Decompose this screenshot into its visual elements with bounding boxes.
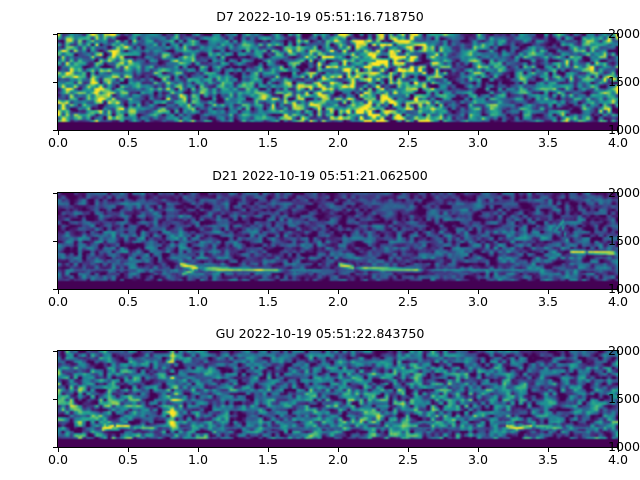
xtick-mark-2-gu	[198, 448, 199, 452]
panel-title-d21: D21 2022-10-19 05:51:21.062500	[212, 168, 428, 183]
ytick-label-1000-gu: 1000	[607, 439, 640, 454]
xtick-label-7-gu: 3.5	[537, 452, 559, 467]
ytick-mark-2000-d7	[53, 34, 57, 35]
spectrogram-panel-gu: GU 2022-10-19 05:51:22.843750 2000 1500 …	[0, 317, 640, 480]
xtick-mark-1-d7	[128, 131, 129, 135]
xtick-mark-4-d7	[338, 131, 339, 135]
xtick-mark-6-gu	[478, 448, 479, 452]
xtick-mark-0-d21	[58, 290, 59, 294]
ytick-label-1500-d7: 1500	[607, 74, 640, 89]
xtick-mark-4-d21	[338, 290, 339, 294]
panel-title-gu: GU 2022-10-19 05:51:22.843750	[215, 326, 425, 341]
xtick-mark-0-d7	[58, 131, 59, 135]
xtick-mark-7-gu	[548, 448, 549, 452]
xtick-label-2-d7: 1.0	[187, 135, 209, 150]
xtick-mark-7-d21	[548, 290, 549, 294]
xtick-label-0-d21: 0.0	[47, 294, 69, 309]
xtick-label-6-d7: 3.0	[467, 135, 489, 150]
xtick-label-8-d7: 4.0	[607, 135, 629, 150]
xtick-label-7-d21: 3.5	[537, 294, 559, 309]
xtick-mark-7-d7	[548, 131, 549, 135]
xtick-label-7-d7: 3.5	[537, 135, 559, 150]
xtick-label-5-d7: 2.5	[397, 135, 419, 150]
xtick-label-1-gu: 0.5	[117, 452, 139, 467]
axes-d7	[57, 33, 619, 131]
xtick-label-2-gu: 1.0	[187, 452, 209, 467]
panel-title-d7: D7 2022-10-19 05:51:16.718750	[216, 9, 424, 24]
xtick-mark-8-d21	[618, 290, 619, 294]
ytick-mark-1500-gu	[53, 399, 57, 400]
xtick-label-8-d21: 4.0	[607, 294, 629, 309]
spectrogram-panel-d7: D7 2022-10-19 05:51:16.718750 2000 1500 …	[0, 0, 640, 160]
xtick-mark-5-gu	[408, 448, 409, 452]
axes-d21	[57, 192, 619, 290]
xtick-label-5-d21: 2.5	[397, 294, 419, 309]
ytick-mark-1000-d21	[53, 289, 57, 290]
ytick-mark-1500-d21	[53, 241, 57, 242]
xtick-label-1-d7: 0.5	[117, 135, 139, 150]
xtick-mark-2-d21	[198, 290, 199, 294]
ytick-label-2000-gu: 2000	[607, 343, 640, 358]
xtick-mark-6-d21	[478, 290, 479, 294]
ytick-mark-2000-gu	[53, 351, 57, 352]
xtick-mark-6-d7	[478, 131, 479, 135]
ytick-mark-2000-d21	[53, 193, 57, 194]
xtick-mark-3-d7	[268, 131, 269, 135]
ytick-label-2000-d21: 2000	[607, 185, 640, 200]
xtick-label-6-d21: 3.0	[467, 294, 489, 309]
axes-gu	[57, 350, 619, 448]
ytick-label-1500-gu: 1500	[607, 391, 640, 406]
ytick-mark-1500-d7	[53, 82, 57, 83]
xtick-mark-5-d7	[408, 131, 409, 135]
xtick-mark-2-d7	[198, 131, 199, 135]
ytick-label-1000-d7: 1000	[607, 122, 640, 137]
xtick-label-1-d21: 0.5	[117, 294, 139, 309]
xtick-mark-0-gu	[58, 448, 59, 452]
xtick-label-6-gu: 3.0	[467, 452, 489, 467]
xtick-label-3-gu: 1.5	[257, 452, 279, 467]
xtick-mark-4-gu	[338, 448, 339, 452]
xtick-label-4-gu: 2.0	[327, 452, 349, 467]
ytick-mark-1000-gu	[53, 447, 57, 448]
xtick-mark-1-d21	[128, 290, 129, 294]
xtick-mark-8-d7	[618, 131, 619, 135]
spectrogram-panel-d21: D21 2022-10-19 05:51:21.062500 2000 1500…	[0, 159, 640, 319]
ytick-label-1000-d21: 1000	[607, 281, 640, 296]
ytick-label-1500-d21: 1500	[607, 233, 640, 248]
spectrogram-image-d7	[58, 34, 618, 130]
xtick-mark-3-d21	[268, 290, 269, 294]
xtick-label-4-d21: 2.0	[327, 294, 349, 309]
xtick-mark-8-gu	[618, 448, 619, 452]
xtick-label-8-gu: 4.0	[607, 452, 629, 467]
xtick-label-0-gu: 0.0	[47, 452, 69, 467]
spectrogram-image-gu	[58, 351, 618, 447]
xtick-label-3-d7: 1.5	[257, 135, 279, 150]
xtick-label-2-d21: 1.0	[187, 294, 209, 309]
xtick-mark-5-d21	[408, 290, 409, 294]
spectrogram-image-d21	[58, 193, 618, 289]
xtick-label-5-gu: 2.5	[397, 452, 419, 467]
xtick-mark-3-gu	[268, 448, 269, 452]
xtick-label-4-d7: 2.0	[327, 135, 349, 150]
xtick-mark-1-gu	[128, 448, 129, 452]
xtick-label-3-d21: 1.5	[257, 294, 279, 309]
ytick-label-2000-d7: 2000	[607, 26, 640, 41]
ytick-mark-1000-d7	[53, 130, 57, 131]
xtick-label-0-d7: 0.0	[47, 135, 69, 150]
